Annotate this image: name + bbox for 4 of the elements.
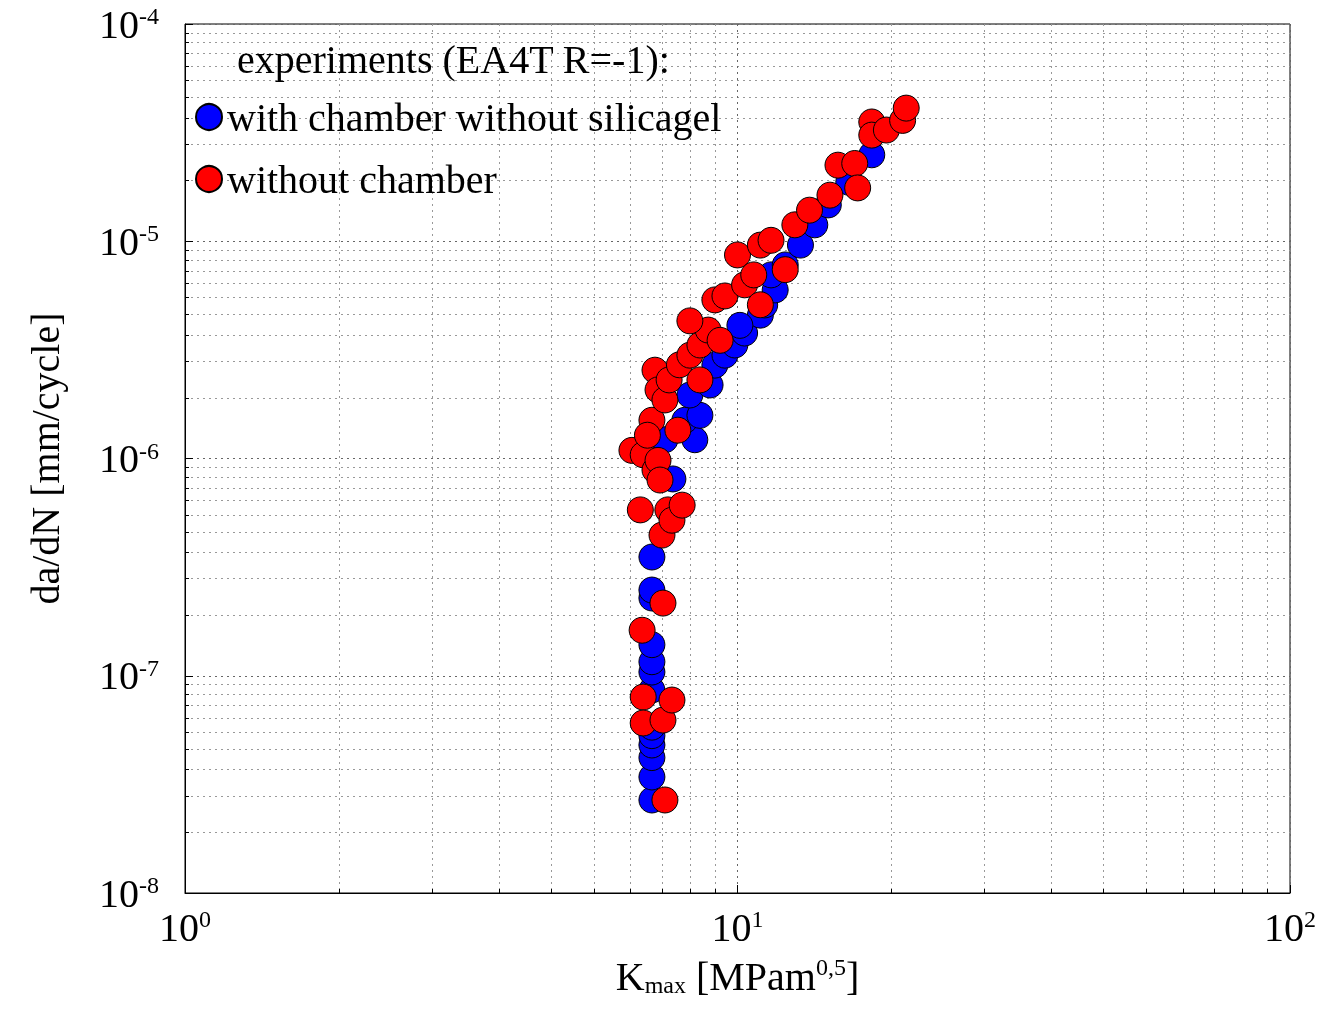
- y-axis-title: da/dN [mm/cycle]: [22, 312, 68, 605]
- legend-title: experiments (EA4T R=-1):: [237, 36, 670, 82]
- legend-label: with chamber without silicagel: [227, 94, 722, 140]
- legend-label: without chamber: [227, 156, 497, 202]
